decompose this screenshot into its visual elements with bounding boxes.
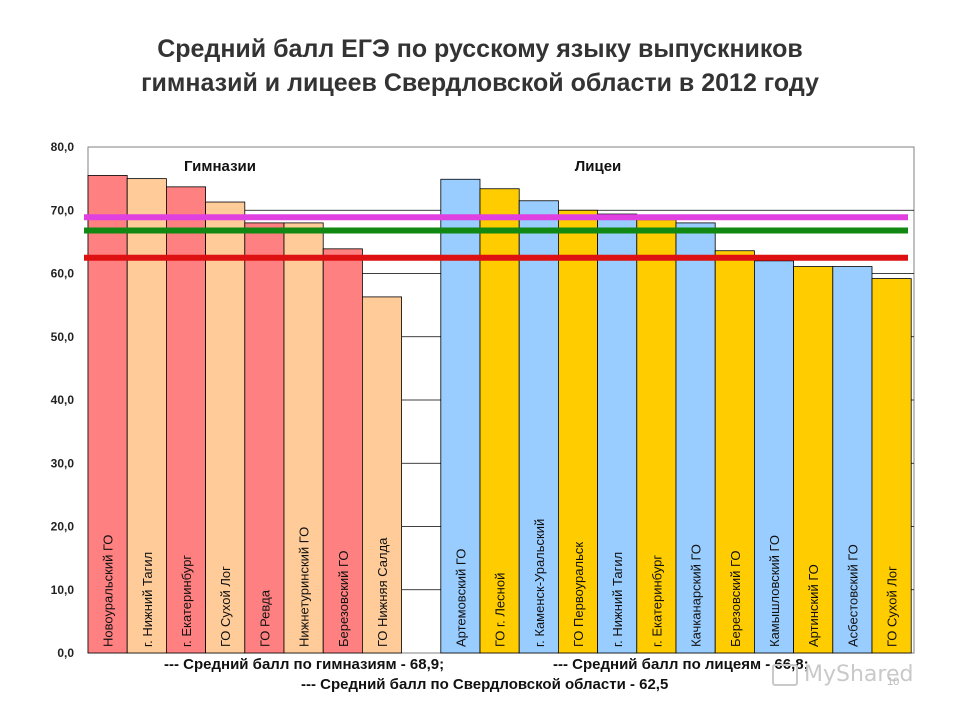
category-label: Березовский ГО: [336, 551, 351, 647]
category-label: Артемовский ГО: [453, 549, 468, 647]
watermark-text: MyShared: [804, 662, 914, 687]
bar: [636, 219, 677, 654]
y-tick-label: 20,0: [51, 520, 75, 534]
category-label: г. Каменск-Уральский: [532, 519, 547, 647]
page-number: 10: [887, 676, 900, 688]
lyceum-average-note: --- Средний балл по лицеям - 66,8;: [553, 656, 809, 673]
bar: [871, 278, 912, 654]
y-tick-label: 60,0: [51, 267, 75, 281]
bar: [322, 248, 363, 654]
y-tick-label: 50,0: [51, 330, 75, 344]
bar: [283, 222, 324, 654]
bar: [205, 201, 246, 654]
y-tick-label: 10,0: [51, 583, 75, 597]
bar: [518, 200, 559, 654]
bar: [361, 296, 402, 654]
gymnasium-average-note: --- Средний балл по гимназиям - 68,9;: [164, 656, 445, 673]
category-label: Камышловский ГО: [767, 535, 782, 647]
category-label: Асбестовский ГО: [845, 544, 860, 647]
category-label: Нижнетуринский ГО: [297, 527, 312, 647]
bar: [754, 260, 795, 654]
category-label: г. Екатеринбург: [649, 555, 664, 647]
category-label: ГО Сухой Лог: [218, 566, 233, 647]
title-line-2: гимназий и лицеев Свердловской области в…: [141, 69, 819, 97]
category-label: Березовский ГО: [728, 551, 743, 647]
category-label: Артинский ГО: [806, 564, 821, 647]
bar: [597, 213, 638, 654]
region-average-note: --- Средний балл по Свердловской области…: [301, 676, 669, 693]
bar: [479, 188, 520, 654]
y-tick-label: 70,0: [51, 203, 75, 217]
y-tick-label: 40,0: [51, 393, 75, 407]
bar: [793, 266, 834, 654]
bar: [832, 266, 873, 654]
y-tick-label: 80,0: [51, 140, 75, 154]
group-label: Гимназии: [184, 158, 256, 175]
bar: [165, 186, 206, 654]
category-label: ГО Нижняя Салда: [375, 537, 390, 647]
category-label: г. Екатеринбург: [179, 555, 194, 647]
y-tick-label: 30,0: [51, 456, 75, 470]
category-label: ГО Сухой Лог: [885, 566, 900, 647]
category-label: ГО Ревда: [257, 589, 272, 647]
category-label: ГО Первоуральск: [571, 542, 586, 647]
y-tick-label: 0,0: [57, 646, 74, 660]
bar: [244, 222, 285, 654]
bar: [558, 209, 599, 654]
bar: [675, 222, 716, 654]
category-label: Новоуральский ГО: [101, 535, 116, 647]
category-label: Качканарский ГО: [689, 544, 704, 647]
group-label: Лицеи: [575, 158, 622, 175]
category-label: г. Нижний Тагил: [610, 552, 625, 647]
category-label: ГО г. Лесной: [493, 573, 508, 647]
title-line-1: Средний балл ЕГЭ по русскому языку выпус…: [157, 35, 803, 63]
bar: [714, 250, 755, 654]
chart-title: Средний балл ЕГЭ по русскому языку выпус…: [40, 32, 920, 100]
watermark: MyShared: [772, 662, 913, 687]
category-label: г. Нижний Тагил: [140, 552, 155, 647]
watermark-logo-icon: [772, 664, 798, 686]
